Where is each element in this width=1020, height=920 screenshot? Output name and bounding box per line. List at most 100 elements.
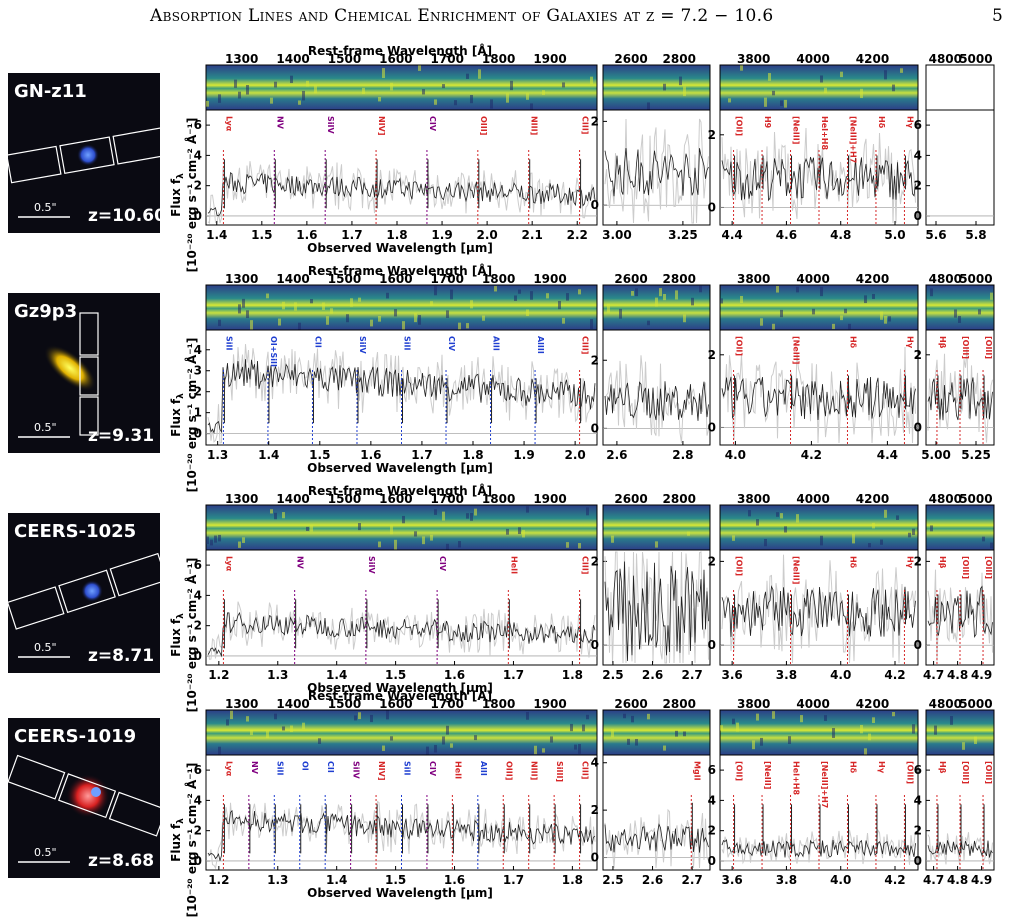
y-tick-label: 2 xyxy=(194,179,202,193)
observed-tick-label: 4.4 xyxy=(722,228,743,242)
observed-tick-label: 1.7 xyxy=(411,448,432,462)
y-tick-label: 2 xyxy=(194,619,202,633)
observed-tick-label: 4.2 xyxy=(884,873,905,887)
line-label: CIII] xyxy=(581,336,590,354)
line-marker: HeII xyxy=(507,556,518,665)
y-tick-label: 4 xyxy=(708,793,716,807)
observed-tick-label: 2.6 xyxy=(642,668,663,682)
spectrum-panel: 3800 4000 4200 0 2 4 6 [OII] [NeIII] HeI+H8 [NeIII… xyxy=(708,697,919,887)
galaxy-redshift: z=8.68 xyxy=(88,851,154,871)
line-label: AlII xyxy=(492,336,501,351)
spectrum-error xyxy=(604,118,709,224)
y-tick-label: 0 xyxy=(914,854,922,868)
spectrum-2d xyxy=(719,709,919,756)
line-marker: OIII] xyxy=(477,116,488,225)
y-tick-label: 2 xyxy=(194,824,202,838)
galaxy-redshift: z=8.71 xyxy=(88,646,154,666)
line-label: NIII] xyxy=(530,116,539,135)
line-marker: [OIII] xyxy=(982,556,993,665)
spectrum-2d-noise xyxy=(934,716,977,750)
galaxy-thumbnail: CEERS-1019 0.5" z=8.68 xyxy=(7,718,167,878)
observed-tick-label: 1.3 xyxy=(267,873,288,887)
line-marker: [OII] xyxy=(733,336,744,445)
spectrum-trace xyxy=(721,839,916,858)
line-label: AlIII xyxy=(536,336,545,354)
y-tick-label: 4 xyxy=(194,588,202,602)
y-tick-label: 2 xyxy=(708,554,716,568)
line-marker: NV xyxy=(273,116,284,225)
observed-tick-label: 3.6 xyxy=(722,668,743,682)
rest-frame-tick-label: 4200 xyxy=(856,52,889,66)
galaxy-redshift: z=9.31 xyxy=(88,426,154,446)
line-label: [OIII] xyxy=(984,336,993,359)
rest-frame-tick-label: 1600 xyxy=(379,492,412,506)
spectrum-panel: 1300 1400 1500 1600 1700 1800 1900 0 2 4 6 Lyα NV SiI… xyxy=(194,52,598,242)
spectrum-trace xyxy=(207,611,596,658)
line-label: [NeIII]+H7 xyxy=(820,761,829,808)
observed-tick-label: 2.6 xyxy=(606,448,627,462)
spectrum-2d-noise xyxy=(218,710,589,755)
rest-frame-tick-label: 1800 xyxy=(482,52,515,66)
y-tick-label: 6 xyxy=(194,763,202,777)
line-marker: CIV xyxy=(436,556,447,665)
observed-tick-label: 1.6 xyxy=(444,668,465,682)
observed-tick-label: 1.3 xyxy=(267,668,288,682)
line-label: [OII] xyxy=(735,556,744,576)
line-label: SiII xyxy=(403,761,412,775)
line-label: SiIV xyxy=(358,336,367,354)
observed-tick-label: 3.8 xyxy=(776,668,797,682)
flux-axis-label: Flux fλ [10⁻²⁰ erg s⁻¹ cm⁻² Å⁻¹] xyxy=(169,558,199,713)
galaxy-row: GN-z11 0.5" z=10.60 Rest-frame Wavelength [… xyxy=(6,43,995,272)
spectrum-trace xyxy=(604,561,709,662)
rest-frame-tick-label: 1500 xyxy=(328,272,361,286)
galaxy-row: CEERS-1019 0.5" z=8.68 Rest-frame Wavelengt… xyxy=(7,689,995,917)
observed-tick-label: 5.8 xyxy=(965,228,986,242)
line-marker: [NeIII]+H7 xyxy=(846,116,857,225)
line-marker: SiII xyxy=(401,761,412,870)
line-label: HeI+H8 xyxy=(792,761,801,795)
line-marker: CIII] xyxy=(579,761,590,870)
line-marker: AlII xyxy=(490,336,501,445)
rest-frame-tick-label: 4800 xyxy=(929,272,962,286)
rest-frame-tick-label: 1900 xyxy=(533,697,566,711)
spectrum-2d-noise xyxy=(206,506,589,550)
line-marker: CII xyxy=(311,336,322,445)
line-marker: Hβ xyxy=(936,556,947,665)
observed-tick-label: 4.7 xyxy=(923,873,944,887)
spectrum-panel: 2600 2800 0 2 4 MgII 2.5 2.6 2.7 xyxy=(591,697,711,887)
y-tick-label: 0 xyxy=(591,851,599,865)
line-marker: HeI+H8 xyxy=(818,116,829,225)
line-label: OI+SiII xyxy=(269,336,278,367)
line-label: [OII] xyxy=(735,116,744,136)
line-marker: NIV] xyxy=(375,761,386,870)
rest-frame-tick-label: 3800 xyxy=(737,52,770,66)
spectrum-2d xyxy=(925,709,995,756)
observed-tick-label: 1.9 xyxy=(513,448,534,462)
line-label: [NeIII]+H7 xyxy=(848,116,857,163)
rest-frame-tick-label: 1500 xyxy=(328,697,361,711)
line-marker: [OIII] xyxy=(959,761,970,870)
observed-tick-label: 2.7 xyxy=(682,668,703,682)
y-tick-label: 0 xyxy=(194,209,202,223)
scale-bar-label: 0.5" xyxy=(34,201,57,214)
rest-frame-tick-label: 1600 xyxy=(379,52,412,66)
line-marker: Hγ xyxy=(903,116,914,225)
rest-frame-tick-label: 2600 xyxy=(614,52,647,66)
rest-frame-tick-label: 5000 xyxy=(959,52,992,66)
line-marker: NV xyxy=(294,556,305,665)
line-label: Hγ xyxy=(905,336,914,349)
rest-frame-tick-label: 4800 xyxy=(929,697,962,711)
line-marker: MgII xyxy=(690,761,701,870)
y-tick-label: 4 xyxy=(591,756,599,770)
page-header: Absorption Lines and Chemical Enrichment… xyxy=(0,0,1020,40)
line-label: CII xyxy=(326,761,335,773)
y-tick-label: 6 xyxy=(194,118,202,132)
line-marker: [NeIII] xyxy=(790,116,801,225)
rest-frame-tick-label: 1400 xyxy=(276,272,309,286)
y-tick-label: 0 xyxy=(194,649,202,663)
line-label: [NeIII] xyxy=(792,556,801,584)
y-tick-label: 2 xyxy=(914,554,922,568)
line-label: [OIII] xyxy=(961,761,970,784)
